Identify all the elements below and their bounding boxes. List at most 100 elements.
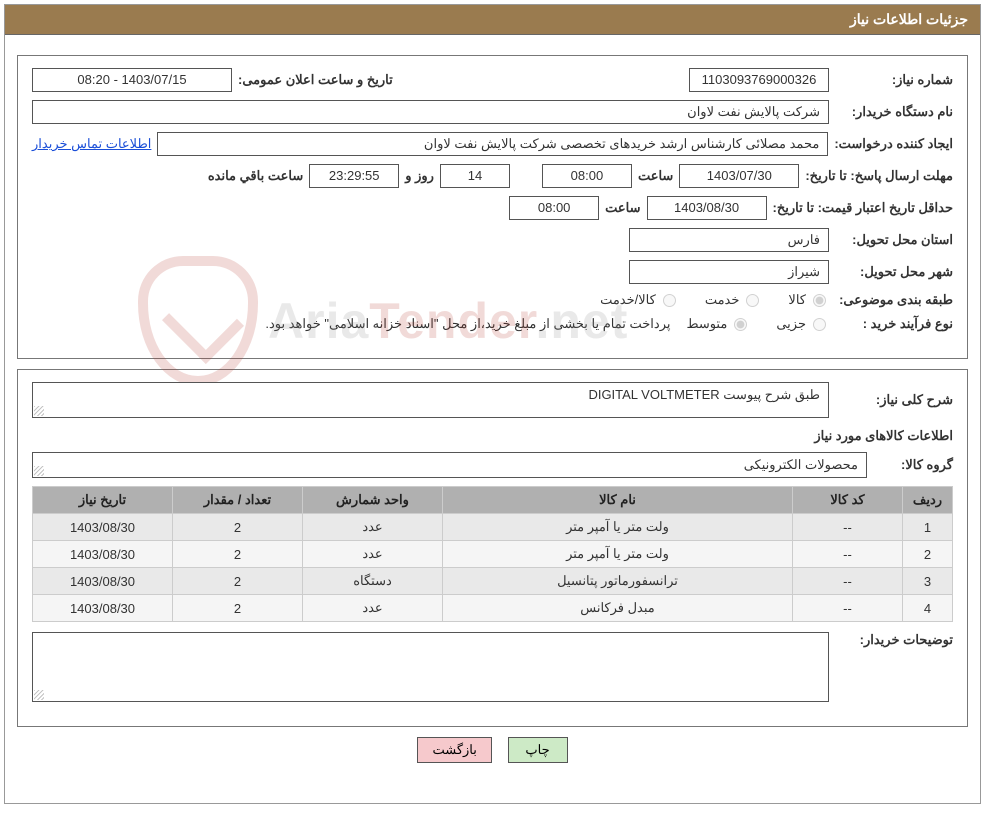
remaining-suffix: ساعت باقي مانده xyxy=(208,168,303,184)
radio-service-label: خدمت xyxy=(705,292,740,308)
deadline-label-2: تا تاریخ: xyxy=(805,168,846,183)
deadline-date: 1403/07/30 xyxy=(679,164,799,188)
page-title-bar: جزئیات اطلاعات نیاز xyxy=(5,5,980,35)
th-date: تاریخ نیاز xyxy=(33,487,173,514)
city-value: شیراز xyxy=(629,260,829,284)
city-label: شهر محل تحویل: xyxy=(835,264,953,280)
row-category: طبقه بندی موضوعی: کالا خدمت کالا/خدمت xyxy=(32,292,953,308)
radio-minor-label: جزیی xyxy=(776,316,806,332)
th-qty: تعداد / مقدار xyxy=(173,487,303,514)
goods-group-wrap: محصولات الکترونیکی xyxy=(32,452,867,478)
table-row: 2--ولت متر یا آمپر مترعدد21403/08/30 xyxy=(33,541,953,568)
table-cell-idx: 3 xyxy=(903,568,953,595)
radio-service[interactable] xyxy=(746,294,759,307)
buyer-notes-value xyxy=(32,632,829,702)
province-label: استان محل تحویل: xyxy=(835,232,953,248)
table-cell-unit: عدد xyxy=(303,541,443,568)
table-cell-idx: 2 xyxy=(903,541,953,568)
table-row: 1--ولت متر یا آمپر مترعدد21403/08/30 xyxy=(33,514,953,541)
row-goods-group: گروه کالا: محصولات الکترونیکی xyxy=(32,452,953,478)
goods-group-label: گروه کالا: xyxy=(873,457,953,473)
table-cell-code: -- xyxy=(793,514,903,541)
category-label: طبقه بندی موضوعی: xyxy=(835,292,953,308)
row-price-validity: حداقل تاریخ اعتبار قیمت: تا تاریخ: 1403/… xyxy=(32,196,953,220)
buyer-notes-wrap xyxy=(32,632,829,702)
table-cell-name: ترانسفورماتور پتانسیل xyxy=(443,568,793,595)
buyer-org-label: نام دستگاه خریدار: xyxy=(835,104,953,120)
table-cell-code: -- xyxy=(793,541,903,568)
table-cell-code: -- xyxy=(793,595,903,622)
table-cell-name: ولت متر یا آمپر متر xyxy=(443,514,793,541)
row-buyer-notes: توضیحات خریدار: xyxy=(32,632,953,702)
goods-group-value: محصولات الکترونیکی xyxy=(32,452,867,478)
deadline-time: 08:00 xyxy=(542,164,632,188)
requester-value: محمد مصلائی کارشناس ارشد خریدهای تخصصی ش… xyxy=(157,132,828,156)
page-title: جزئیات اطلاعات نیاز xyxy=(850,11,968,27)
resize-handle-icon xyxy=(34,466,44,476)
table-cell-name: مبدل فرکانس xyxy=(443,595,793,622)
deadline-time-label: ساعت xyxy=(638,168,673,184)
deadline-label-1: مهلت ارسال پاسخ: xyxy=(850,168,953,183)
th-name: نام کالا xyxy=(443,487,793,514)
radio-medium-label: متوسط xyxy=(686,316,727,332)
deadline-label: مهلت ارسال پاسخ: تا تاریخ: xyxy=(805,168,953,185)
table-cell-unit: عدد xyxy=(303,595,443,622)
table-cell-name: ولت متر یا آمپر متر xyxy=(443,541,793,568)
resize-handle-icon xyxy=(34,690,44,700)
price-valid-date: 1403/08/30 xyxy=(647,196,767,220)
payment-note: پرداخت تمام یا بخشی از مبلغ خرید،از محل … xyxy=(265,316,670,332)
radio-minor[interactable] xyxy=(813,318,826,331)
need-number-value: 1103093769000326 xyxy=(689,68,829,92)
buyer-contact-link[interactable]: اطلاعات تماس خریدار xyxy=(32,136,151,152)
price-valid-time-label: ساعت xyxy=(605,200,640,216)
table-cell-idx: 1 xyxy=(903,514,953,541)
row-requester: ایجاد کننده درخواست: محمد مصلائی کارشناس… xyxy=(32,132,953,156)
row-need-number: شماره نیاز: 1103093769000326 تاریخ و ساع… xyxy=(32,68,953,92)
table-cell-unit: دستگاه xyxy=(303,568,443,595)
page-container: جزئیات اطلاعات نیاز AriaTender.net شماره… xyxy=(4,4,981,804)
need-number-label: شماره نیاز: xyxy=(835,72,953,88)
time-remaining: 23:29:55 xyxy=(309,164,399,188)
buyer-notes-label: توضیحات خریدار: xyxy=(835,632,953,648)
th-unit: واحد شمارش xyxy=(303,487,443,514)
bottom-button-bar: چاپ بازگشت xyxy=(5,737,980,763)
purchase-type-label: نوع فرآیند خرید : xyxy=(835,316,953,332)
resize-handle-icon xyxy=(34,406,44,416)
row-purchase-type: نوع فرآیند خرید : جزیی متوسط پرداخت تمام… xyxy=(32,316,953,332)
days-and-label: روز و xyxy=(405,168,434,184)
buyer-org-value: شرکت پالایش نفت لاوان xyxy=(32,100,829,124)
row-province: استان محل تحویل: فارس xyxy=(32,228,953,252)
row-city: شهر محل تحویل: شیراز xyxy=(32,260,953,284)
radio-goods-service[interactable] xyxy=(663,294,676,307)
announce-value: 1403/07/15 - 08:20 xyxy=(32,68,232,92)
radio-goods-service-label: کالا/خدمت xyxy=(600,292,656,308)
print-button[interactable]: چاپ xyxy=(508,737,568,763)
radio-medium[interactable] xyxy=(734,318,747,331)
table-cell-qty: 2 xyxy=(173,568,303,595)
overall-desc-text: DIGITAL VOLTMETER طبق شرح پیوست xyxy=(588,387,820,402)
th-code: کد کالا xyxy=(793,487,903,514)
table-cell-idx: 4 xyxy=(903,595,953,622)
detail-panel: شرح کلی نیاز: DIGITAL VOLTMETER طبق شرح … xyxy=(17,369,968,727)
th-index: ردیف xyxy=(903,487,953,514)
table-cell-qty: 2 xyxy=(173,541,303,568)
table-cell-qty: 2 xyxy=(173,595,303,622)
table-cell-date: 1403/08/30 xyxy=(33,595,173,622)
table-row: 4--مبدل فرکانسعدد21403/08/30 xyxy=(33,595,953,622)
requester-label: ایجاد کننده درخواست: xyxy=(834,136,953,152)
items-table: ردیف کد کالا نام کالا واحد شمارش تعداد /… xyxy=(32,486,953,622)
radio-goods[interactable] xyxy=(813,294,826,307)
table-cell-date: 1403/08/30 xyxy=(33,568,173,595)
price-valid-label-1: حداقل تاریخ اعتبار قیمت: xyxy=(818,200,953,215)
table-row: 3--ترانسفورماتور پتانسیلدستگاه21403/08/3… xyxy=(33,568,953,595)
overall-desc-label: شرح کلی نیاز: xyxy=(835,392,953,408)
row-buyer-org: نام دستگاه خریدار: شرکت پالایش نفت لاوان xyxy=(32,100,953,124)
price-valid-label: حداقل تاریخ اعتبار قیمت: تا تاریخ: xyxy=(773,200,953,217)
row-overall-desc: شرح کلی نیاز: DIGITAL VOLTMETER طبق شرح … xyxy=(32,382,953,418)
radio-goods-label: کالا xyxy=(788,292,806,308)
items-section-title: اطلاعات کالاهای مورد نیاز xyxy=(32,428,953,444)
table-cell-date: 1403/08/30 xyxy=(33,541,173,568)
province-value: فارس xyxy=(629,228,829,252)
days-remaining: 14 xyxy=(440,164,510,188)
back-button[interactable]: بازگشت xyxy=(417,737,491,763)
